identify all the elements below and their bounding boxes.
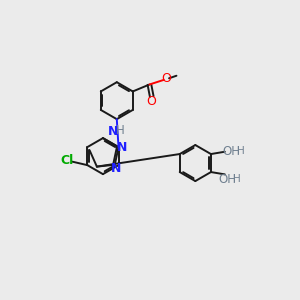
Text: H: H [238,146,245,156]
Text: N: N [117,141,128,154]
Text: Cl: Cl [60,154,73,167]
Text: N: N [111,162,121,176]
Text: H: H [116,124,125,137]
Text: OH: OH [218,173,236,186]
Text: OH: OH [222,145,240,158]
Text: H: H [233,175,241,184]
Text: O: O [162,72,172,85]
Text: O: O [146,95,156,108]
Text: N: N [107,125,118,139]
